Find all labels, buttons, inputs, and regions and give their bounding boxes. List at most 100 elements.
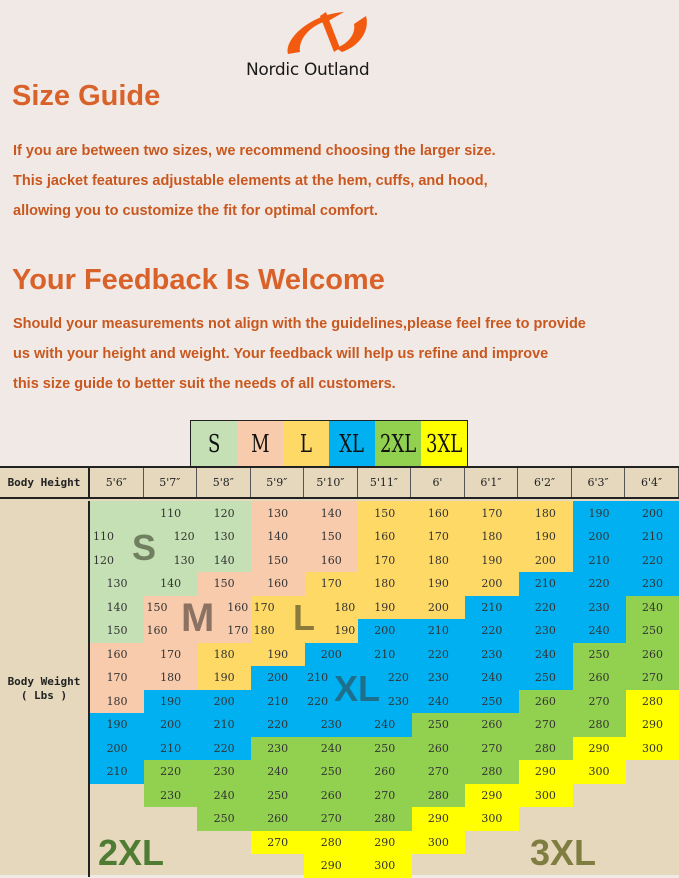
weight-cell-2xl: 280: [464, 759, 519, 784]
body-height-label: Body Height: [0, 468, 90, 497]
size-legend: S M L XL 2XL 3XL: [190, 420, 468, 467]
weight-cell-xl: 190: [90, 712, 145, 737]
legend-label: 3XL: [425, 429, 463, 458]
weight-cell-xl: 220: [571, 571, 627, 596]
weight-cell-2xl: 260: [518, 689, 573, 714]
weight-cell-2xl: 270: [518, 712, 573, 737]
weight-cell-xl: 210: [357, 642, 412, 667]
weight-cell-s: 120: [143, 524, 198, 549]
height-column-header: 6'1″: [464, 468, 519, 497]
weight-cell-3xl: 280: [304, 830, 359, 855]
weight-cell-2xl: 260: [571, 665, 627, 690]
weight-cell-xl: 220: [625, 548, 679, 573]
weight-cell-m: 160: [304, 548, 359, 573]
weight-cell-xl: 220: [411, 642, 466, 667]
weight-cell-2xl: 230: [143, 783, 198, 808]
legend-size-l: L: [283, 421, 329, 466]
legend-label: M: [250, 429, 270, 458]
weight-cell-l: 190: [304, 618, 359, 643]
weight-cell-xl: 230: [571, 595, 627, 620]
height-column-header: 5'8″: [197, 468, 251, 497]
height-header-row: Body Height 5'6″ 5'7″ 5'8″ 5'9″ 5'10″ 5'11″ 6'…: [0, 468, 679, 499]
weight-cell-xl: 200: [357, 618, 412, 643]
weight-cell-l: 200: [518, 548, 573, 573]
weight-cell-xl: 200: [197, 689, 252, 714]
weight-cell-xl: 200: [304, 642, 359, 667]
weight-cell-xl: 210: [411, 618, 466, 643]
weight-cell-2xl: 240: [250, 759, 305, 784]
weight-cell-xl: 210: [625, 524, 679, 549]
weight-cell-2xl: 280: [357, 806, 412, 831]
weight-cell-2xl: 250: [250, 783, 305, 808]
legend-label: XL: [339, 429, 365, 458]
weight-cell-2xl: 260: [357, 759, 412, 784]
weight-cell-s: 130: [90, 571, 145, 596]
legend-size-s: S: [191, 421, 237, 466]
weight-cell-m: 160: [197, 595, 252, 620]
weight-cell-3xl: 290: [625, 712, 679, 737]
weight-cell-xl: 240: [571, 618, 627, 643]
weight-cell-2xl: 250: [625, 618, 679, 643]
height-column-header: 5'11″: [357, 468, 412, 497]
size-guide-text: If you are between two sizes, we recomme…: [13, 136, 496, 226]
weight-cell-xl: 240: [518, 642, 573, 667]
size-chart-table: Body Height 5'6″ 5'7″ 5'8″ 5'9″ 5'10″ 5'11″ 6'…: [0, 466, 679, 878]
height-column-header: 6': [411, 468, 465, 497]
weight-cell-2xl: 250: [411, 712, 466, 737]
feedback-line: Should your measurements not align with …: [13, 316, 586, 332]
weight-cell-l: 170: [304, 571, 359, 596]
weight-cell-xl: 250: [518, 665, 573, 690]
weight-cell-m: 160: [250, 571, 305, 596]
weight-cell-l: 190: [518, 524, 573, 549]
weight-cell-xl: 230: [518, 618, 573, 643]
brand-logo: Nordic Outland: [246, 8, 406, 80]
weight-cell-l: 200: [411, 595, 466, 620]
weight-cell-2xl: 250: [357, 736, 412, 761]
weight-cell-3xl: 300: [518, 783, 573, 808]
legend-size-m: M: [237, 421, 283, 466]
weight-cell-s: 120: [197, 501, 252, 526]
legend-label: S: [207, 429, 221, 458]
weight-cell-2xl: 250: [571, 642, 627, 667]
weight-cell-s: 140: [143, 571, 198, 596]
weight-cell-xl: 230: [357, 689, 412, 714]
weight-cell-m: 140: [304, 501, 359, 526]
weight-cell-2xl: 270: [304, 806, 359, 831]
weight-grid: 300 290 300 290 280 270 300 290 280 270 260 250 300 2…: [90, 501, 679, 878]
weight-cell-l: 170: [250, 595, 305, 620]
weight-cell-xl: 190: [571, 501, 627, 526]
weight-cell-3xl: 300: [464, 806, 519, 831]
weight-cell-m: 150: [197, 571, 252, 596]
brand-name: Nordic Outland: [246, 60, 370, 80]
legend-size-xl: XL: [329, 421, 375, 466]
weight-cell-2xl: 230: [250, 736, 305, 761]
weight-cell-xl: 210: [464, 595, 519, 620]
weight-cell-l: 190: [464, 548, 519, 573]
weight-cell-xl: 210: [143, 736, 198, 761]
weight-cell-l: 180: [357, 571, 412, 596]
legend-label: L: [300, 429, 312, 458]
weight-cell-m: 160: [90, 642, 145, 667]
weight-cell-s: 150: [90, 618, 145, 643]
weight-cell-l: 180: [304, 595, 359, 620]
weight-cell-l: 180: [464, 524, 519, 549]
weight-cell-l: 180: [197, 642, 252, 667]
weight-cell-3xl: 290: [518, 759, 573, 784]
weight-cell-xl: 230: [411, 665, 466, 690]
feedback-line: us with your height and weight. Your fee…: [13, 346, 549, 362]
weight-cell-xl: 210: [571, 548, 627, 573]
feedback-line: this size guide to better suit the needs…: [13, 376, 396, 392]
size-zone-label-3xl: 3XL: [530, 832, 597, 873]
weight-cell-2xl: 260: [304, 783, 359, 808]
weight-cell-xl: 200: [571, 524, 627, 549]
weight-cell-xl: 210: [90, 759, 145, 784]
weight-cell-xl: 220: [250, 712, 305, 737]
weight-cell-s: 110: [90, 524, 145, 549]
weight-cell-s: 120: [90, 548, 145, 573]
weight-cell-2xl: 240: [197, 783, 252, 808]
weight-cell-m: 150: [304, 524, 359, 549]
weight-cell-l: 160: [357, 524, 412, 549]
weight-cell-m: 170: [197, 618, 252, 643]
size-guide-line: allowing you to customize the fit for op…: [13, 203, 378, 219]
weight-cell-xl: 220: [304, 689, 359, 714]
